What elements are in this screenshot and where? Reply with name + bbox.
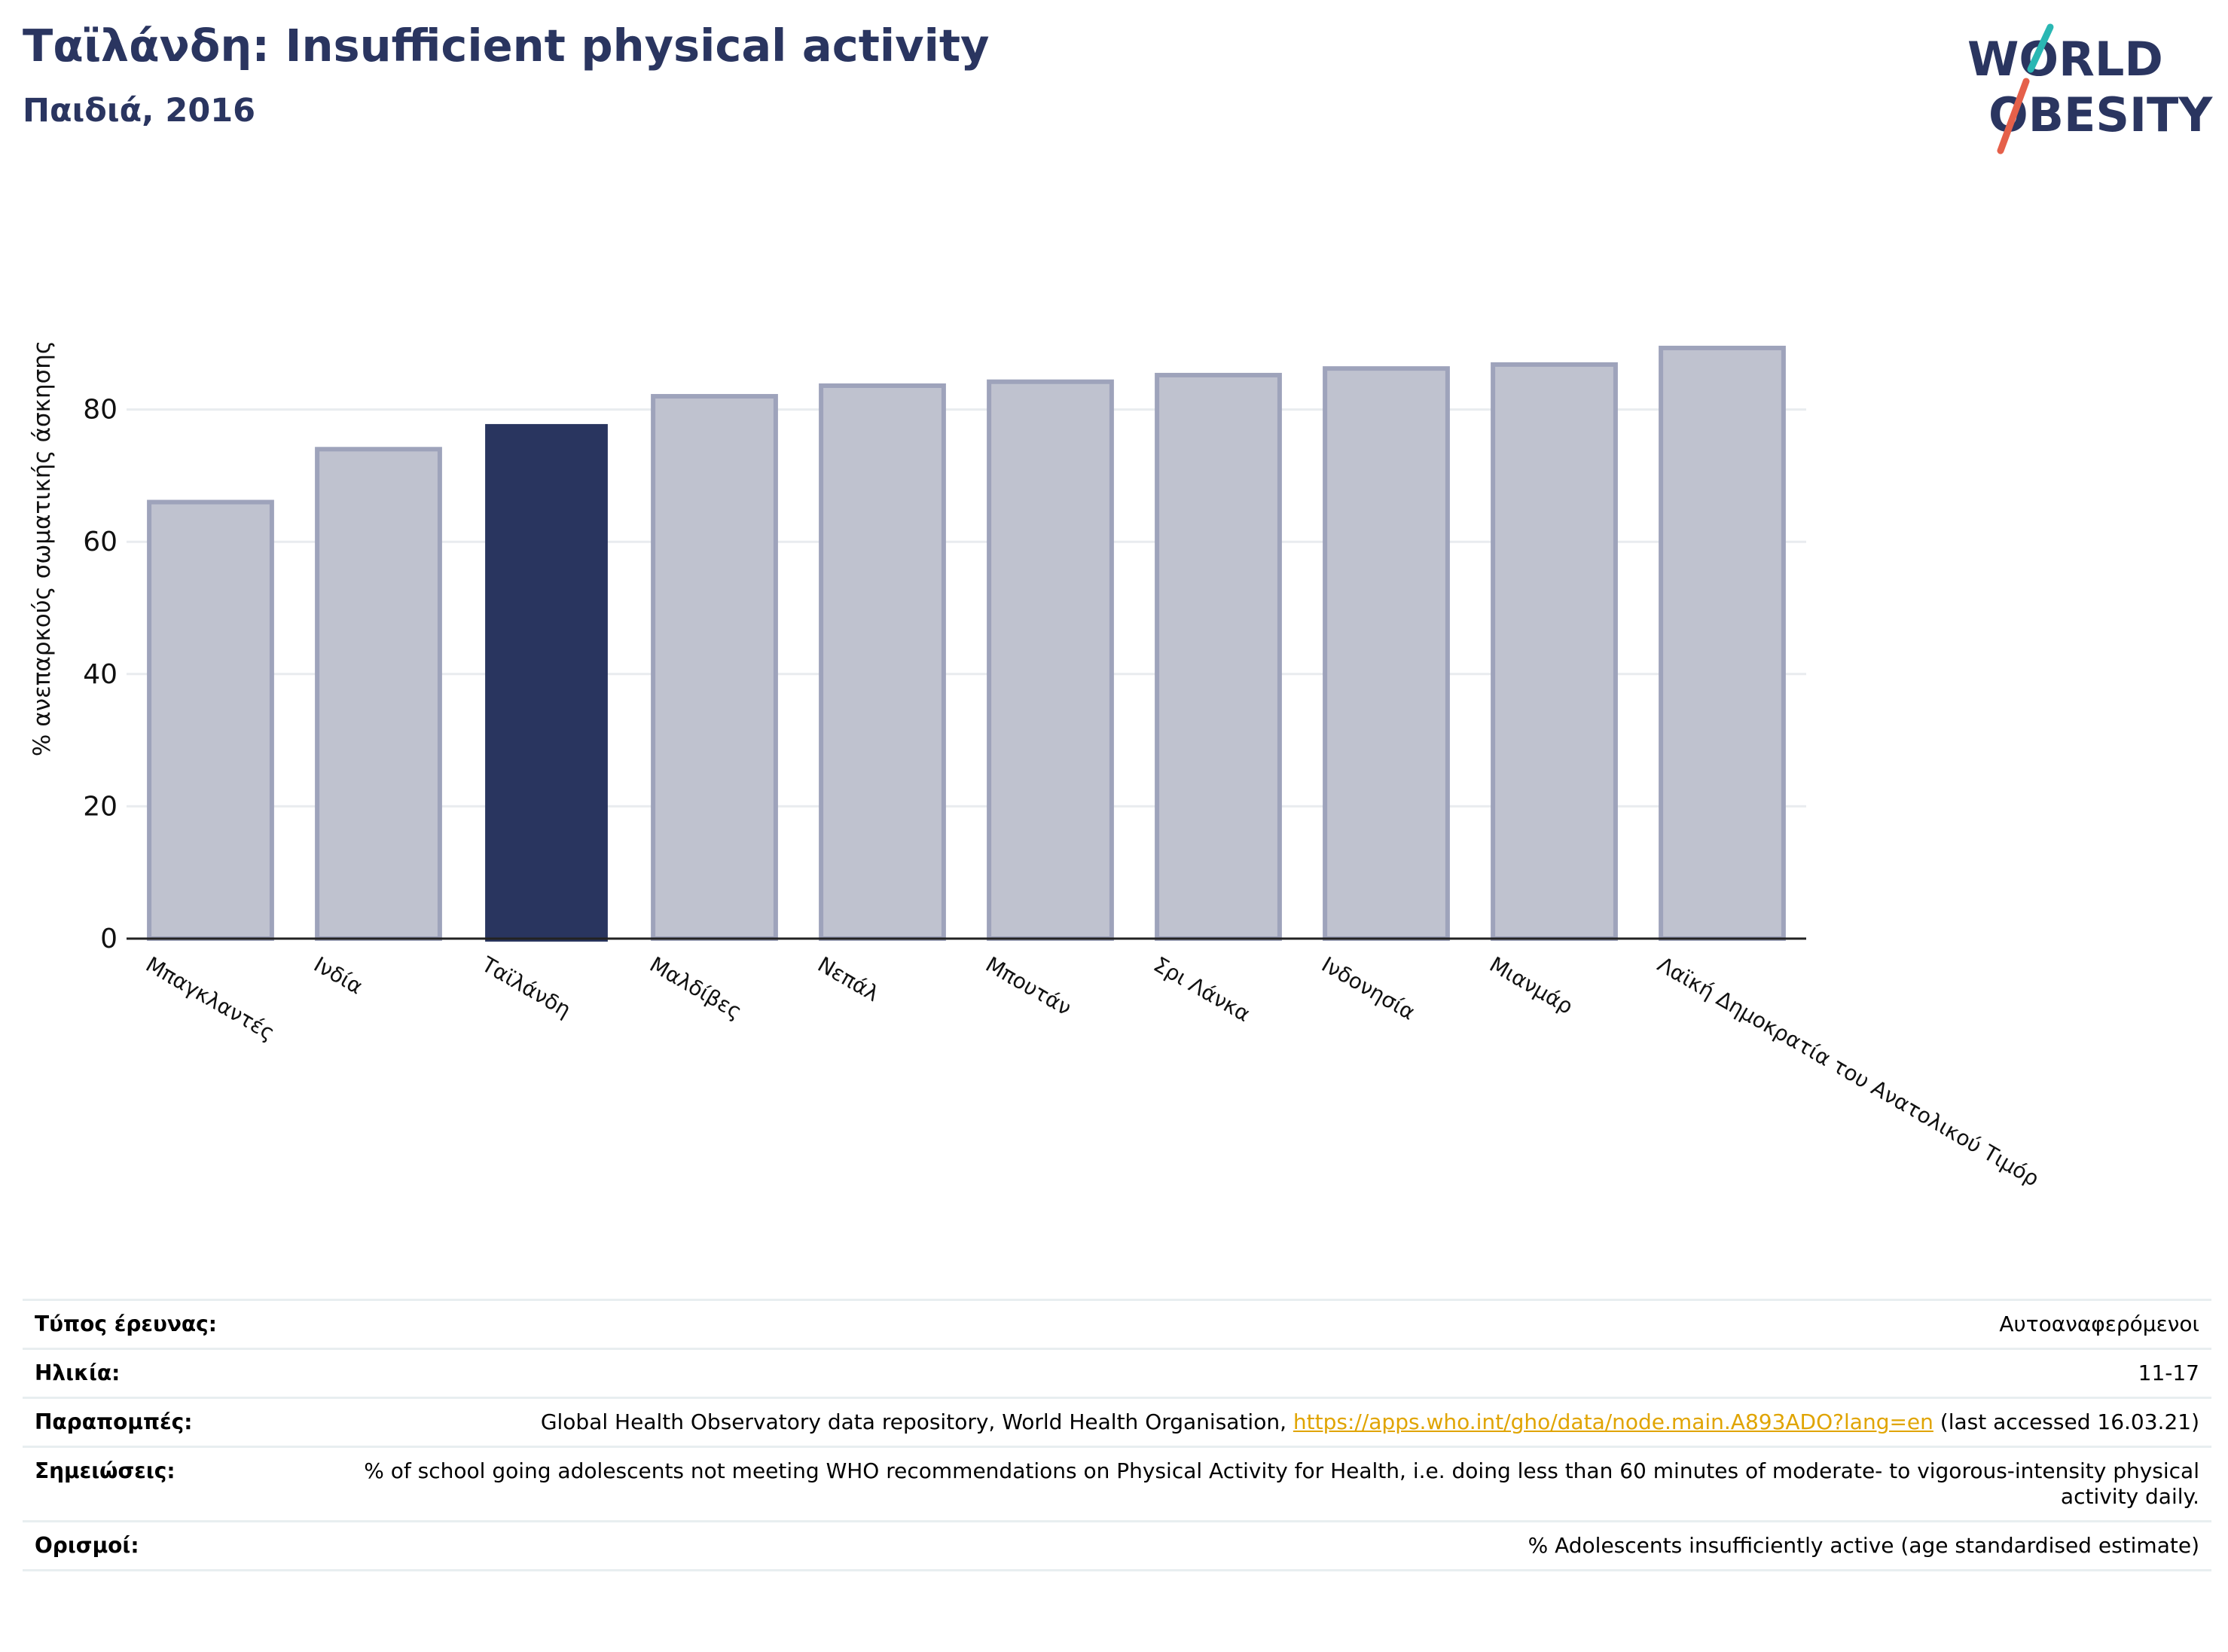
chart-subtitle: Παιδιά, 2016	[23, 92, 256, 130]
logo-slash-bottom	[1997, 78, 2030, 154]
world-obesity-logo: WORLD OBESITY	[1967, 23, 2213, 154]
info-row-survey-type: Τύπος έρευνας: Αυτοαναφερόμενοι	[23, 1299, 2211, 1350]
info-row-definitions: Ορισμοί: % Adolescents insufficiently ac…	[23, 1520, 2211, 1571]
bar	[819, 383, 946, 941]
info-table: Τύπος έρευνας: Αυτοαναφερόμενοι Ηλικία: …	[23, 1299, 2211, 1571]
info-value: % of school going adolescents not meetin…	[303, 1446, 2211, 1522]
x-tick-label: Σρι Λάνκα	[1149, 951, 1255, 1027]
x-tick-label: Μπαγκλαντές	[142, 951, 279, 1045]
chart-title: Ταϊλάνδη: Insufficient physical activity	[23, 20, 990, 72]
bar-chart: 0 20 40 60 80 Μπαγκλαντές Ινδία Ταϊλάνδη Μαλδίβ…	[29, 340, 2043, 1192]
reference-text: Global Health Observatory data repositor…	[540, 1409, 1293, 1434]
x-tick-label: Ταϊλάνδη	[477, 951, 575, 1022]
info-label: Τύπος έρευνας:	[23, 1299, 303, 1350]
bar	[1323, 366, 1450, 941]
x-tick-label: Μιανμάρ	[1485, 951, 1577, 1018]
logo-line1: WORLD	[1967, 32, 2163, 87]
y-axis-label: % ανεπαρκούς σωματικής άσκησης	[29, 340, 56, 756]
x-tick-label: Ινδία	[310, 951, 367, 999]
x-tick-labels: Μπαγκλαντές Ινδία Ταϊλάνδη Μαλδίβες Νεπάλ Μπο…	[142, 951, 2043, 1192]
info-value: % Adolescents insufficiently active (age…	[303, 1520, 2211, 1571]
info-row-references: Παραπομπές: Global Health Observatory da…	[23, 1397, 2211, 1448]
y-tick-label: 20	[83, 791, 118, 822]
bar	[1491, 362, 1618, 941]
info-label: Παραπομπές:	[23, 1397, 303, 1448]
logo-line2: OBESITY	[1988, 87, 2213, 142]
y-tick-label: 40	[83, 659, 118, 690]
y-tick-label: 60	[83, 527, 118, 557]
y-tick-label: 80	[83, 395, 118, 426]
info-value: 11-17	[303, 1348, 2211, 1399]
info-row-age: Ηλικία: 11-17	[23, 1348, 2211, 1399]
reference-link[interactable]: https://apps.who.int/gho/data/node.main.…	[1293, 1409, 1933, 1434]
info-value: Global Health Observatory data repositor…	[303, 1397, 2211, 1448]
x-tick-label: Ινδονησία	[1317, 951, 1419, 1024]
x-tick-label: Μαλδίβες	[646, 951, 746, 1024]
x-tick-label: Μπουτάν	[981, 951, 1076, 1020]
bar	[1155, 372, 1282, 942]
y-tick-label: 0	[100, 924, 118, 954]
logo-slash-top	[2027, 23, 2054, 73]
x-tick-label: Λαϊκή Δημοκρατία του Ανατολικού Τιμόρ	[1653, 951, 2043, 1191]
bar	[147, 499, 274, 941]
bar	[651, 394, 778, 941]
info-label: Ηλικία:	[23, 1348, 303, 1399]
bar	[315, 447, 442, 941]
info-label: Σημειώσεις:	[23, 1446, 303, 1522]
info-label: Ορισμοί:	[23, 1520, 303, 1571]
bar	[987, 379, 1114, 941]
info-row-notes: Σημειώσεις: % of school going adolescent…	[23, 1446, 2211, 1522]
bar	[1659, 345, 1786, 942]
reference-accessed: (last accessed 16.03.21)	[1933, 1409, 2199, 1434]
y-tick-labels: 0 20 40 60 80	[83, 395, 118, 954]
bar-highlight	[485, 423, 608, 942]
info-value: Αυτοαναφερόμενοι	[303, 1299, 2211, 1350]
x-tick-label: Νεπάλ	[813, 951, 884, 1006]
bars	[147, 345, 1786, 942]
